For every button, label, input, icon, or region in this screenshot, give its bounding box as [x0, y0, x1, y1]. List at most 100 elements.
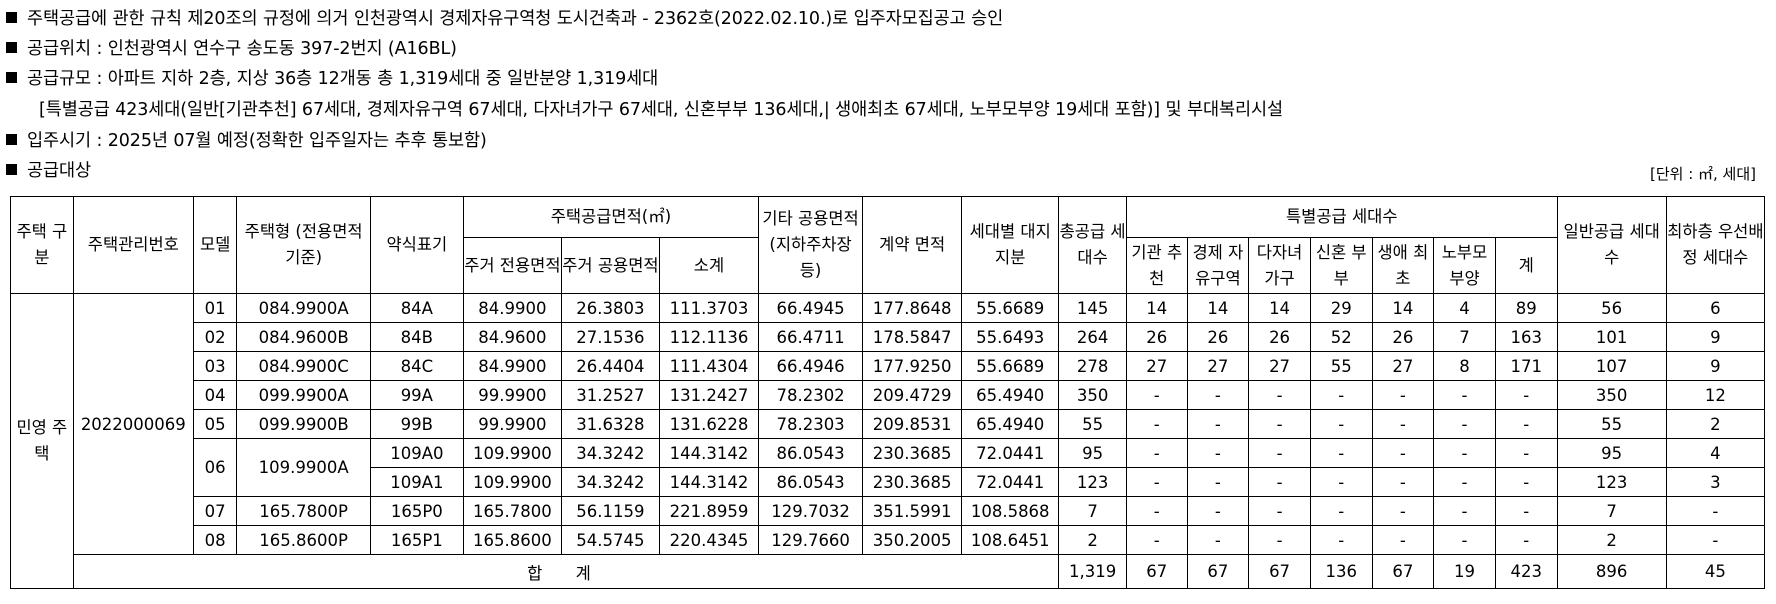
- cell-sp: -: [1433, 467, 1496, 497]
- cell-abbr: 109A0: [369, 438, 464, 468]
- cell-land: 72.0441: [961, 467, 1060, 497]
- cell-other: 66.4946: [758, 351, 864, 381]
- cell-sp: -: [1371, 438, 1435, 468]
- cell-sp: -: [1371, 525, 1435, 555]
- cell-sp: 14: [1371, 293, 1435, 323]
- cell-sp: -: [1186, 467, 1250, 497]
- table-row: 07 165.7800P 165P0 165.7800 56.1159 221.…: [11, 496, 1766, 526]
- total-sp: 67: [1248, 554, 1311, 589]
- cell-sp-sum: -: [1494, 525, 1558, 555]
- cell-model: 08: [192, 525, 238, 555]
- header-sp-sum: 계: [1494, 237, 1558, 294]
- note-text: 공급규모 : 아파트 지하 2층, 지상 36층 12개동 총 1,319세대 …: [27, 69, 659, 89]
- cell-sp-sum: -: [1494, 438, 1558, 468]
- cell-sp-sum: -: [1494, 380, 1558, 410]
- table-row: 06 109.9900A 109A0 109.9900 34.3242 144.…: [11, 438, 1766, 497]
- cell-sp: -: [1125, 496, 1188, 526]
- header-land-share: 세대별 대지지분: [961, 196, 1060, 294]
- header-sp-newlywed: 신혼 부부: [1309, 237, 1373, 294]
- cell-sp: -: [1186, 438, 1250, 468]
- header-contract-area: 계약 면적: [862, 196, 963, 294]
- total-sp: 67: [1186, 554, 1250, 589]
- cell-subtotal: 131.2427: [658, 380, 760, 410]
- cell-total: 7: [1058, 496, 1127, 526]
- header-other-common: 기타 공용면적 (지하주차장등): [758, 196, 864, 294]
- cell-total: 278: [1058, 351, 1127, 381]
- cell-total: 55: [1058, 409, 1127, 439]
- header-sp-first-home: 생애 최초: [1371, 237, 1435, 294]
- cell-total: 264: [1058, 322, 1127, 352]
- cell-other: 78.2302: [758, 380, 864, 410]
- supply-table: 주택 구분 주택관리번호 모델 주택형 (전용면적기준) 약식표기 주택공급면적…: [10, 196, 1766, 589]
- cell-sp: -: [1433, 438, 1496, 468]
- cell-model: 05: [192, 409, 238, 439]
- cell-sp: 52: [1309, 322, 1373, 352]
- cell-common: 26.3803: [560, 293, 660, 323]
- header-abbr: 약식표기: [369, 196, 464, 294]
- cell-type: 165.8600P: [236, 525, 371, 555]
- cell-model: 01: [192, 293, 238, 323]
- cell-model: 02: [192, 322, 238, 352]
- header-mgmt-no: 주택관리번호: [72, 196, 194, 294]
- cell-sp: -: [1125, 467, 1188, 497]
- cell-excl: 109.9900: [462, 467, 562, 497]
- cell-other: 86.0543: [758, 467, 864, 497]
- cell-sp: 29: [1309, 293, 1373, 323]
- cell-contract: 230.3685: [862, 438, 963, 468]
- cell-other: 66.4945: [758, 293, 864, 323]
- cell-land: 55.6689: [961, 351, 1060, 381]
- bullet-square-icon: [6, 134, 17, 145]
- cell-total: 2: [1058, 525, 1127, 555]
- cell-sp: -: [1371, 467, 1435, 497]
- cell-priority: -: [1665, 525, 1766, 555]
- cell-sp: 14: [1186, 293, 1250, 323]
- cell-priority: 4: [1665, 438, 1766, 468]
- cell-general: 101: [1556, 322, 1667, 352]
- cell-sp: 27: [1248, 351, 1311, 381]
- cell-sp: -: [1433, 525, 1496, 555]
- cell-sp: -: [1186, 496, 1250, 526]
- cell-sp-sum: 163: [1494, 322, 1558, 352]
- header-general-supply: 일반공급 세대수: [1556, 196, 1667, 294]
- cell-subtotal: 131.6228: [658, 409, 760, 439]
- cell-model: 07: [192, 496, 238, 526]
- cell-land: 65.4940: [961, 409, 1060, 439]
- cell-contract: 177.9250: [862, 351, 963, 381]
- bullet-square-icon: [6, 12, 17, 23]
- total-sp-sum: 423: [1494, 554, 1558, 589]
- cell-common: 27.1536: [560, 322, 660, 352]
- cell-subtotal: 220.4345: [658, 525, 760, 555]
- cell-sp: 26: [1125, 322, 1188, 352]
- cell-type: 165.7800P: [236, 496, 371, 526]
- table-row: 05 099.9900B 99B 99.9900 31.6328 131.622…: [11, 409, 1766, 439]
- cell-type: 084.9900C: [236, 351, 371, 381]
- cell-priority: 12: [1665, 380, 1766, 410]
- cell-total: 350: [1058, 380, 1127, 410]
- table-row: 03 084.9900C 84C 84.9900 26.4404 111.430…: [11, 351, 1766, 381]
- note-text: 주택공급에 관한 규칙 제20조의 규정에 의거 인천광역시 경제자유구역청 도…: [27, 9, 1004, 29]
- table-row: 02 084.9600B 84B 84.9600 27.1536 112.113…: [11, 322, 1766, 352]
- cell-sp: -: [1125, 380, 1188, 410]
- cell-sp: 27: [1125, 351, 1188, 381]
- cell-sp: 8: [1433, 351, 1496, 381]
- cell-excl: 99.9900: [462, 380, 562, 410]
- unit-label: [단위 : ㎡, 세대]: [1649, 165, 1756, 183]
- total-label: 합 계: [72, 554, 1060, 589]
- cell-sp: -: [1186, 380, 1250, 410]
- cell-abbr: 84A: [369, 293, 464, 323]
- header-common-area: 주거 공용면적: [560, 237, 660, 294]
- cell-common: 26.4404: [560, 351, 660, 381]
- cell-model: 04: [192, 380, 238, 410]
- note-text: 입주시기 : 2025년 07월 예정(정확한 입주일자는 추후 통보함): [27, 131, 487, 151]
- cell-subtotal: 144.3142: [658, 467, 760, 497]
- cell-contract: 178.5847: [862, 322, 963, 352]
- cell-sp: 14: [1125, 293, 1188, 323]
- header-sp-institution: 기관 추천: [1125, 237, 1188, 294]
- cell-land: 108.6451: [961, 525, 1060, 555]
- cell-excl: 165.7800: [462, 496, 562, 526]
- cell-common: 31.2527: [560, 380, 660, 410]
- cell-contract: 230.3685: [862, 467, 963, 497]
- note-move-in: 입주시기 : 2025년 07월 예정(정확한 입주일자는 추후 통보함): [6, 127, 487, 152]
- cell-type: 084.9600B: [236, 322, 371, 352]
- note-approval: 주택공급에 관한 규칙 제20조의 규정에 의거 인천광역시 경제자유구역청 도…: [6, 5, 1003, 30]
